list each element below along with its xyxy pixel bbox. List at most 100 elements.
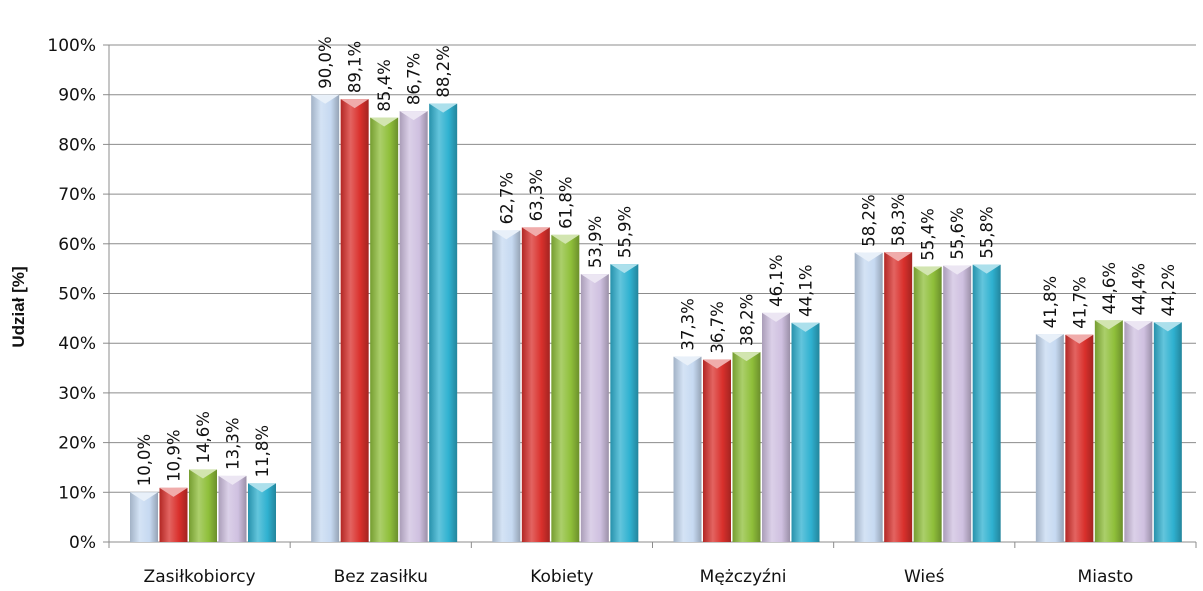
y-tick-label: 30% — [58, 384, 96, 404]
bar-bevel — [972, 264, 1001, 274]
bar-bevel — [610, 264, 639, 274]
bar — [429, 103, 458, 543]
bar-bevel — [130, 492, 158, 502]
data-label: 46,1% — [767, 254, 786, 306]
bar-bevel — [189, 469, 217, 479]
data-label: 41,7% — [1070, 276, 1089, 328]
bar-body — [1035, 334, 1064, 542]
bar-bevel — [370, 117, 399, 127]
bar-body — [610, 264, 639, 542]
bar — [189, 469, 217, 542]
data-label: 38,2% — [738, 294, 757, 346]
data-label: 10,0% — [135, 434, 154, 486]
bar-bevel — [159, 487, 188, 497]
bar — [732, 352, 761, 542]
data-label: 90,0% — [316, 36, 335, 88]
bar-bevel — [429, 103, 458, 113]
bar — [1065, 334, 1094, 542]
bar-bevel — [551, 234, 580, 244]
gridlines — [109, 44, 1196, 493]
bar — [130, 492, 158, 542]
bar — [972, 264, 1001, 542]
data-label: 36,7% — [708, 301, 727, 353]
bar-bevel — [673, 356, 702, 366]
data-label: 44,1% — [797, 264, 816, 316]
bar — [943, 265, 972, 542]
bar-bevel — [218, 475, 247, 485]
bar — [913, 266, 942, 542]
data-label: 58,2% — [860, 194, 879, 246]
data-label: 85,4% — [375, 59, 394, 111]
data-labels: 10,0% 10,9% 14,6% 13,3% 11,8% 90,0% 89,1% 85,4%… — [135, 36, 1178, 486]
bar-body — [913, 266, 942, 542]
category-label: Kobiety — [530, 567, 593, 587]
bar-body — [370, 117, 399, 542]
category-label: Miasto — [1078, 567, 1134, 587]
bar-bevel — [854, 252, 883, 262]
bar-body — [248, 483, 276, 542]
data-label: 55,9% — [615, 206, 634, 258]
bar-body — [732, 352, 761, 542]
category-label: Mężczyźni — [700, 567, 787, 587]
bar-bevel — [1035, 334, 1064, 344]
bar-body — [972, 264, 1001, 542]
bar-body — [1153, 322, 1182, 542]
bar — [218, 475, 247, 542]
bar-body — [399, 111, 428, 542]
data-label: 10,9% — [165, 429, 184, 481]
data-label: 37,3% — [679, 298, 698, 350]
bar — [248, 483, 276, 542]
bar-body — [673, 356, 702, 542]
y-tick-label: 50% — [58, 285, 96, 305]
bar-bevel — [1065, 334, 1094, 344]
bar — [762, 312, 790, 542]
bar-bevel — [732, 352, 761, 362]
bar-body — [854, 252, 883, 542]
bar-body — [580, 274, 609, 542]
bar-body — [159, 487, 188, 542]
bar-bevel — [703, 359, 731, 369]
bar — [399, 111, 428, 542]
y-axis-title: Udział [%] — [9, 266, 28, 347]
bar-bevel — [248, 483, 276, 493]
bar-bevel — [492, 230, 521, 240]
bar-body — [1124, 321, 1153, 542]
data-label: 55,4% — [919, 208, 938, 260]
bar-bevel — [580, 274, 609, 284]
data-label: 62,7% — [497, 172, 516, 224]
bars — [130, 94, 1182, 543]
bar-bevel — [340, 99, 369, 109]
data-label: 11,8% — [253, 425, 272, 477]
bar — [884, 252, 913, 542]
bar-bevel — [943, 265, 972, 275]
bar-body — [340, 99, 369, 542]
bar-bevel — [884, 252, 913, 262]
data-label: 41,8% — [1041, 276, 1060, 328]
y-tick-label: 0% — [69, 533, 96, 553]
bar-body — [1094, 320, 1123, 542]
bar-body — [492, 230, 521, 543]
axes: 0% 10% 20% 30% 40% 50% 60% 70% 80% 90% 100% Zasiłko… — [47, 36, 1197, 587]
bar-body — [1065, 334, 1094, 542]
data-label: 89,1% — [346, 41, 365, 93]
category-label: Wieś — [904, 567, 945, 587]
bar-body — [311, 94, 340, 542]
data-label: 55,8% — [978, 206, 997, 258]
bar-bevel — [1094, 320, 1123, 330]
bar — [703, 359, 731, 542]
bar — [492, 230, 521, 543]
bar-bevel — [1153, 322, 1182, 332]
bar — [610, 264, 639, 542]
bar-body — [189, 469, 217, 542]
category-label: Zasiłkobiorcy — [144, 567, 256, 587]
bar — [1124, 321, 1153, 542]
bar-body — [884, 252, 913, 542]
bar-body — [218, 475, 247, 542]
bar-body — [762, 312, 790, 542]
y-tick-label: 10% — [58, 483, 96, 503]
bar-body — [429, 103, 458, 543]
bar-body — [521, 227, 550, 543]
bar — [673, 356, 702, 542]
